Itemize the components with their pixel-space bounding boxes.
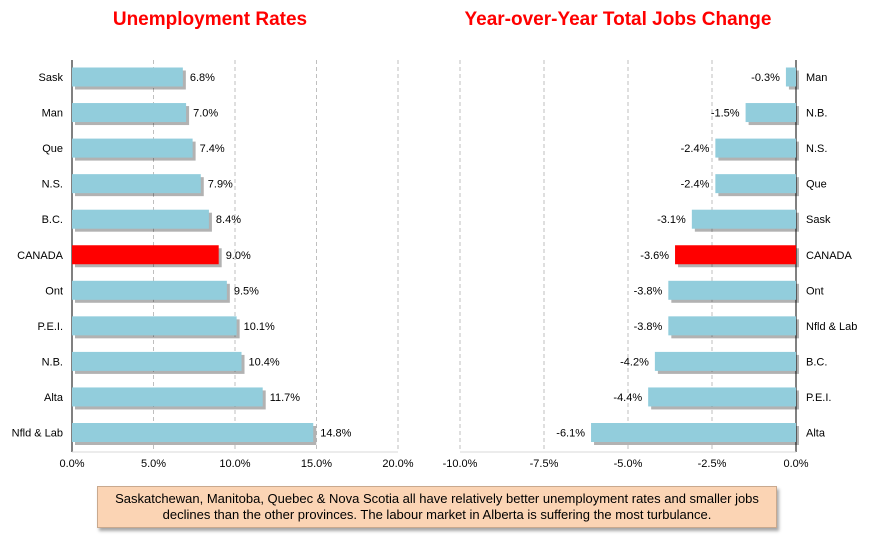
value-label: 7.0%	[193, 108, 218, 120]
value-label: 10.1%	[244, 321, 275, 333]
category-label: Man	[42, 108, 63, 120]
x-tick-label: 20.0%	[382, 458, 413, 470]
bar	[675, 245, 796, 265]
unemployment-chart: 0.0% 5.0% 10.0% 15.0% 20.0% Sask 6.8% Man 7.0% Qu…	[12, 60, 414, 470]
category-label: Nfld & Lab	[12, 428, 63, 440]
category-label: Man	[806, 72, 827, 84]
bar	[72, 209, 209, 229]
category-label: B.C.	[42, 214, 63, 226]
category-label: N.B.	[806, 108, 827, 120]
bar	[591, 423, 796, 442]
category-label: Nfld & Lab	[806, 321, 857, 333]
category-label: P.E.I.	[806, 392, 831, 404]
category-label: N.S.	[42, 179, 63, 191]
bar	[72, 67, 183, 87]
category-label: Alta	[806, 428, 826, 440]
category-label: Ont	[45, 285, 63, 297]
bar	[72, 316, 237, 336]
value-label: 6.8%	[190, 72, 215, 84]
value-label: 7.9%	[208, 179, 233, 191]
value-label: -3.6%	[640, 250, 669, 262]
bar	[72, 387, 263, 407]
x-tick-label: -5.0%	[614, 458, 643, 470]
category-label: Sask	[39, 72, 64, 84]
bar	[648, 387, 796, 407]
x-tick-label: 0.0%	[783, 458, 808, 470]
bar	[668, 316, 796, 336]
bar	[691, 209, 796, 229]
value-label: -1.5%	[711, 108, 740, 120]
value-label: -3.8%	[634, 285, 663, 297]
value-label: 7.4%	[200, 143, 225, 155]
value-label: -3.1%	[657, 214, 686, 226]
x-tick-label: 10.0%	[219, 458, 250, 470]
bar	[72, 103, 187, 123]
bar	[72, 423, 314, 442]
chart-title-jobs-change: Year-over-Year Total Jobs Change	[465, 9, 772, 30]
bar	[715, 174, 796, 194]
value-label: -0.3%	[751, 72, 780, 84]
value-label: -2.4%	[681, 143, 710, 155]
chart-title-unemployment: Unemployment Rates	[113, 9, 307, 30]
bar	[668, 280, 796, 300]
bar	[72, 245, 219, 265]
category-label: Que	[806, 179, 827, 191]
value-label: 10.4%	[249, 356, 280, 368]
value-label: -2.4%	[681, 179, 710, 191]
bar	[72, 138, 193, 158]
value-label: -6.1%	[556, 428, 585, 440]
value-label: 11.7%	[270, 392, 301, 404]
jobs-change-chart: -10.0% -7.5% -5.0% -2.5% 0.0% Man -0.3% N.B. -1.…	[443, 60, 857, 470]
bar	[745, 103, 796, 123]
bar	[715, 138, 796, 158]
x-tick-label: -7.5%	[530, 458, 559, 470]
category-label: Ont	[806, 285, 824, 297]
value-label: 8.4%	[216, 214, 241, 226]
x-tick-label: -2.5%	[698, 458, 727, 470]
summary-note: Saskatchewan, Manitoba, Quebec & Nova Sc…	[97, 486, 777, 528]
value-label: -3.8%	[634, 321, 663, 333]
category-label: CANADA	[806, 250, 853, 262]
x-tick-label: -10.0%	[443, 458, 478, 470]
value-label: -4.4%	[613, 392, 642, 404]
category-label: N.S.	[806, 143, 827, 155]
value-label: -4.2%	[620, 356, 649, 368]
value-label: 14.8%	[320, 428, 351, 440]
category-label: Que	[42, 143, 63, 155]
category-label: P.E.I.	[38, 321, 63, 333]
value-label: 9.0%	[226, 250, 251, 262]
bar	[785, 67, 796, 87]
bar	[72, 174, 201, 194]
bar	[72, 280, 227, 300]
category-label: Alta	[44, 392, 64, 404]
category-label: CANADA	[17, 250, 64, 262]
bar	[72, 351, 242, 371]
value-label: 9.5%	[234, 285, 259, 297]
x-tick-label: 15.0%	[301, 458, 332, 470]
category-label: Sask	[806, 214, 831, 226]
category-label: B.C.	[806, 356, 827, 368]
category-label: N.B.	[42, 356, 63, 368]
x-tick-label: 5.0%	[141, 458, 166, 470]
x-tick-label: 0.0%	[59, 458, 84, 470]
bar	[654, 351, 796, 371]
